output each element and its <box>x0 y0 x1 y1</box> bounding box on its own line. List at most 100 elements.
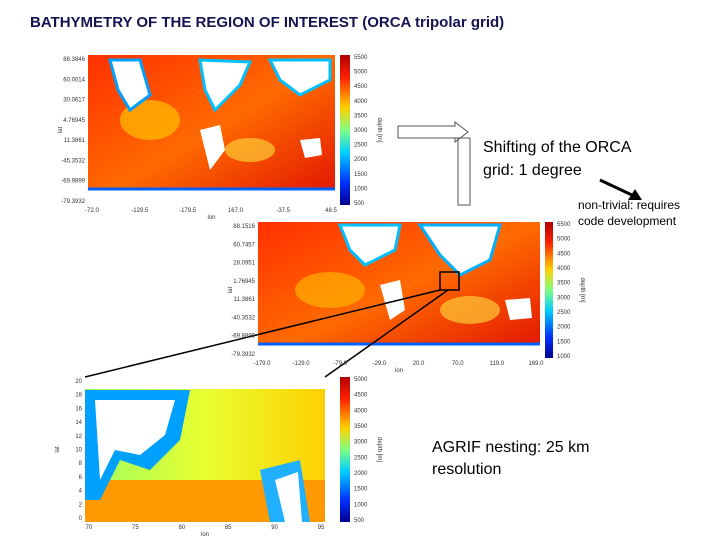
map-global <box>88 55 335 205</box>
x-tick-label: 119.0 <box>490 361 505 367</box>
x-tick-label: -29.0 <box>373 361 387 367</box>
annotation: Shifting of the ORCA <box>483 139 632 156</box>
y-tick-label: 88.1516 <box>233 224 255 230</box>
y-tick-label: 11.3861 <box>234 297 256 303</box>
arrow <box>599 178 635 198</box>
colorbar-tick-label: 1000 <box>354 186 368 192</box>
y-tick-label: 28.0951 <box>233 261 255 267</box>
colorbar-tick-label: 500 <box>354 518 365 524</box>
colorbar-label: depth [m] <box>376 437 382 462</box>
y-tick-label: -40.3532 <box>231 315 255 321</box>
colorbar-tick-label: 1500 <box>557 339 571 345</box>
x-tick-label: -129.5 <box>131 208 149 214</box>
x-tick-label: 20.0 <box>413 361 425 367</box>
annotation: grid: 1 degree <box>483 162 582 179</box>
x-tick-label: 169.0 <box>528 361 544 367</box>
y-axis-label: lat <box>58 127 64 134</box>
zoom-line <box>84 289 441 378</box>
y-tick-label: 10 <box>75 448 82 454</box>
colorbar-tick-label: 1000 <box>354 502 368 508</box>
colorbar-tick-label: 5000 <box>354 70 368 76</box>
x-tick-label: 85 <box>225 525 232 531</box>
y-tick-label: 4 <box>79 489 83 495</box>
y-tick-label: -79.3932 <box>61 199 85 205</box>
y-tick-label: 16 <box>75 406 82 412</box>
x-tick-label: 80 <box>178 525 185 531</box>
colorbar-tick-label: 2500 <box>354 455 368 461</box>
x-tick-label: -79.0 <box>333 361 347 367</box>
y-tick-label: 30.0617 <box>63 98 85 104</box>
annotation: resolution <box>432 461 501 478</box>
colorbar-label: depth [m] <box>579 277 585 302</box>
colorbar-tick-label: 1500 <box>354 172 368 178</box>
x-tick-label: 70 <box>86 525 93 531</box>
colorbar-tick-label: 5500 <box>354 55 368 61</box>
x-tick-label: -72.0 <box>85 208 99 214</box>
colorbar <box>340 377 350 522</box>
y-tick-label: 12 <box>75 434 82 440</box>
colorbar-tick-label: 2000 <box>354 157 368 163</box>
y-tick-label: 18 <box>75 393 82 399</box>
colorbar-tick-label: 2000 <box>354 471 368 477</box>
colorbar-tick-label: 3000 <box>557 295 571 301</box>
y-axis-label: lat <box>228 287 234 294</box>
annotation: AGRIF nesting: 25 km <box>432 439 589 456</box>
colorbar-tick-label: 1500 <box>354 487 368 493</box>
arrow <box>397 120 471 206</box>
x-axis-label: lon <box>395 368 403 374</box>
colorbar-tick-label: 5500 <box>557 222 571 228</box>
y-tick-label: 0 <box>79 516 83 522</box>
x-tick-label: -37.5 <box>276 208 290 214</box>
y-tick-label: 6 <box>79 475 83 481</box>
colorbar-tick-label: 2000 <box>557 325 571 331</box>
y-tick-label: 20 <box>75 379 82 385</box>
x-tick-label: -179.0 <box>253 361 271 367</box>
x-tick-label: 95 <box>318 525 325 531</box>
y-axis-label: lat <box>55 446 61 453</box>
x-tick-label: 70.0 <box>452 361 464 367</box>
colorbar-tick-label: 5000 <box>557 237 571 243</box>
colorbar-tick-label: 4000 <box>354 408 368 414</box>
colorbar-tick-label: 3500 <box>557 281 571 287</box>
y-tick-label: 60.7457 <box>233 242 255 248</box>
colorbar-tick-label: 3000 <box>354 128 368 134</box>
x-tick-label: -129.0 <box>293 361 311 367</box>
x-tick-label: 48.5 <box>325 208 337 214</box>
y-tick-label: 2 <box>79 502 83 508</box>
colorbar-tick-label: 2500 <box>354 143 368 149</box>
x-tick-label: 75 <box>132 525 139 531</box>
zoom-line <box>324 289 449 378</box>
annotation: non-trivial: requires <box>578 198 680 212</box>
colorbar-tick-label: 5000 <box>354 377 368 383</box>
colorbar-tick-label: 1000 <box>557 354 571 360</box>
colorbar-tick-label: 500 <box>354 201 365 207</box>
colorbar-tick-label: 2500 <box>557 310 571 316</box>
annotation: code development <box>578 214 677 228</box>
y-tick-label: 88.3846 <box>63 57 85 63</box>
colorbar <box>340 55 350 205</box>
arrow-head <box>628 189 642 200</box>
colorbar-label: depth [m] <box>376 117 382 142</box>
x-axis-label: lon <box>201 532 209 538</box>
y-tick-label: -79.3932 <box>231 352 255 358</box>
y-tick-label: 14 <box>75 420 82 426</box>
colorbar-tick-label: 3000 <box>354 440 368 446</box>
colorbar-tick-label: 3500 <box>354 113 368 119</box>
y-tick-label: 1.76945 <box>233 279 255 285</box>
y-tick-label: -45.3532 <box>61 158 85 164</box>
x-tick-label: 90 <box>271 525 278 531</box>
y-tick-label: 11.3861 <box>64 138 86 144</box>
slide-title: BATHYMETRY OF THE REGION OF INTEREST (OR… <box>30 14 504 31</box>
nest-box <box>439 271 460 291</box>
y-tick-label: 8 <box>79 461 83 467</box>
map-shifted <box>258 222 540 358</box>
y-tick-label: 4.76945 <box>63 118 85 124</box>
colorbar <box>545 222 553 358</box>
colorbar-tick-label: 4500 <box>354 393 368 399</box>
y-tick-label: -69.9899 <box>61 179 85 185</box>
colorbar-tick-label: 4000 <box>557 266 571 272</box>
x-tick-label: -179.5 <box>179 208 197 214</box>
colorbar-tick-label: 4500 <box>354 84 368 90</box>
colorbar-tick-label: 4000 <box>354 99 368 105</box>
